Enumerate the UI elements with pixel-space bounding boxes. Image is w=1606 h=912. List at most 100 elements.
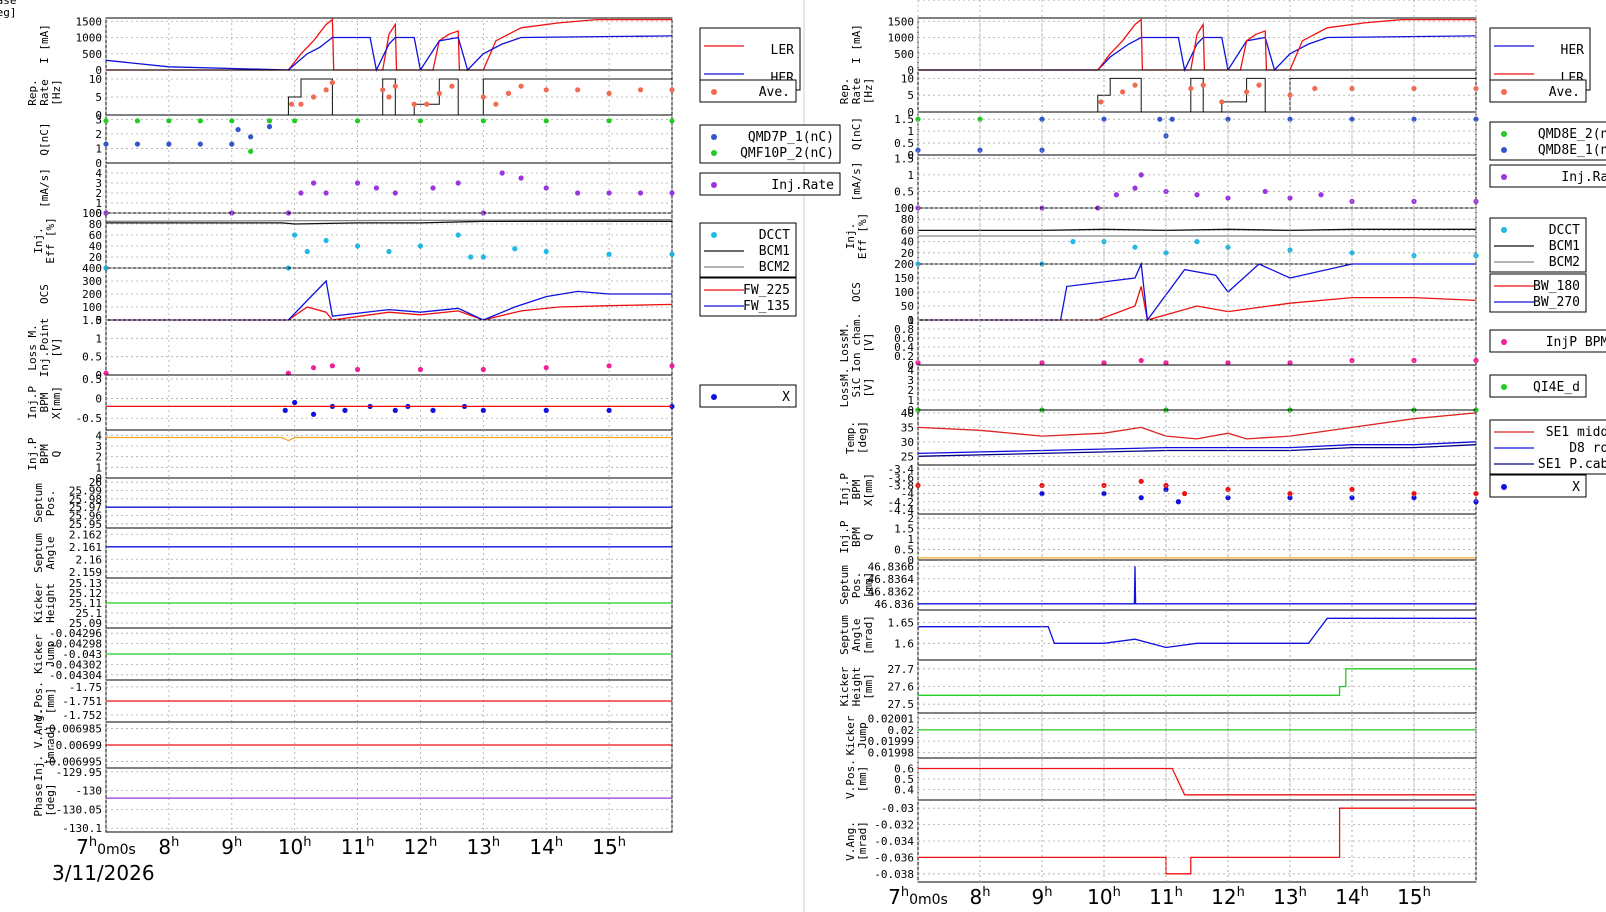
data-point <box>1219 99 1225 105</box>
series-line-0 <box>918 668 1476 696</box>
data-point <box>103 370 109 376</box>
data-point <box>1411 116 1417 122</box>
y-axis-label-line: X[mm] <box>50 386 63 419</box>
y-tick-label: 2.161 <box>69 541 102 554</box>
y-axis-label-line: Temp. <box>844 421 857 454</box>
data-point <box>134 141 141 147</box>
legend-label: FW_225 <box>743 283 790 298</box>
y-axis-label: Inj. V.Ang.[mrad] <box>32 709 57 782</box>
data-point <box>499 170 505 176</box>
y-axis-label-line: BPM <box>850 527 863 547</box>
legend-box <box>1489 474 1587 498</box>
y-axis-label: SeptumPos.[mm] <box>838 565 875 605</box>
y-tick-label: 1 <box>907 314 914 327</box>
y-tick-label: 0.4 <box>894 784 914 797</box>
series-points-0 <box>103 363 675 376</box>
legend-marker <box>1501 131 1507 137</box>
legend-box <box>699 124 841 164</box>
legend: Inj.Rate <box>699 172 841 196</box>
legend: Ave. <box>699 79 797 103</box>
y-tick-label: 0 <box>95 157 102 170</box>
y-axis-label: LossM.SiC[V] <box>838 368 875 408</box>
y-tick-label: 200 <box>894 258 914 271</box>
y-tick-label: 1.5 <box>894 523 914 536</box>
y-tick-label: 1.5 <box>894 113 914 126</box>
y-tick-label: 5 <box>907 89 914 102</box>
y-axis-label-line: I [mA] <box>850 24 863 64</box>
data-point <box>915 360 921 366</box>
y-tick-label: 1 <box>95 461 102 474</box>
data-point <box>1132 82 1138 88</box>
y-tick-label: 25.96 <box>69 510 102 523</box>
data-point <box>1157 116 1163 122</box>
series-her <box>918 35 1477 73</box>
y-tick-label: 80 <box>89 218 102 231</box>
y-tick-label: 200 <box>82 288 102 301</box>
data-point <box>304 248 310 255</box>
legend-label: X <box>782 390 790 405</box>
data-point <box>1175 499 1181 505</box>
y-tick-label: 1 <box>95 332 102 345</box>
series-line-0 <box>918 77 1476 113</box>
y-tick-label: 1000 <box>76 32 103 45</box>
legend-label: BW_180 <box>1533 279 1580 294</box>
legend-label: SE1 P.cable <box>1538 457 1606 472</box>
y-tick-label: 0.8 <box>894 323 914 336</box>
y-axis-label-line: [V] <box>862 378 875 398</box>
y-tick-label: 46.8366 <box>868 560 914 573</box>
y-tick-label: -0.036 <box>874 851 914 864</box>
data-point <box>505 90 512 96</box>
y-tick-label: 0 <box>95 207 102 220</box>
y-tick-label: 60 <box>89 229 102 242</box>
data-point <box>480 118 486 124</box>
legend-box <box>699 222 797 278</box>
series-bw-270 <box>918 261 1476 322</box>
data-point <box>1287 195 1293 201</box>
legend-box <box>1489 164 1606 188</box>
y-tick-label: -0.006995 <box>42 755 102 768</box>
y-axis-label-line: [mA/s] <box>38 168 51 208</box>
y-axis-label-line: Eff [%] <box>856 213 869 259</box>
data-point <box>1318 192 1324 198</box>
data-point <box>424 101 430 107</box>
data-point <box>1169 116 1175 122</box>
y-axis-label-line: Eff [%] <box>44 217 57 263</box>
data-point <box>266 118 273 124</box>
legend-label: SE1 middle <box>1546 425 1606 440</box>
time-tick-label: 10h <box>278 835 312 859</box>
legend-box <box>699 384 797 408</box>
y-tick-label: -4.4 <box>888 504 915 517</box>
data-point <box>292 118 298 124</box>
data-point <box>229 141 235 147</box>
y-tick-label: 0.02 <box>888 724 915 737</box>
y-tick-label: -0.04296 <box>49 627 102 640</box>
y-tick-label: 10 <box>901 72 914 85</box>
data-point <box>480 366 486 373</box>
y-axis-label-line: Q[nC] <box>850 117 863 150</box>
data-point <box>354 243 361 249</box>
y-tick-label: 5 <box>95 91 102 104</box>
data-point <box>449 83 455 89</box>
data-point <box>417 243 424 249</box>
y-tick-label: 3 <box>907 374 914 387</box>
y-axis-label: V.Ang.[mrad] <box>844 821 869 861</box>
series-ave- <box>1098 82 1479 105</box>
legend-label: Ave. <box>1549 85 1580 100</box>
data-point <box>310 94 317 100</box>
y-axis-label-line: Phase <box>0 0 17 7</box>
y-tick-label: 4 <box>95 429 102 442</box>
series-fw-135 <box>106 279 672 321</box>
y-axis-label-line: OCS <box>38 284 51 304</box>
time-tick-label: 11h <box>341 835 375 859</box>
y-tick-label: 0 <box>95 109 102 122</box>
hour-number: 7 <box>76 835 89 859</box>
y-axis-label-line: [mrad] <box>44 725 57 765</box>
legend-label: HER <box>1561 43 1585 58</box>
y-tick-label: 500 <box>894 48 914 61</box>
y-axis-label: KickerJump <box>844 715 869 755</box>
data-point <box>1262 188 1268 195</box>
y-tick-label: 27.6 <box>888 681 915 694</box>
